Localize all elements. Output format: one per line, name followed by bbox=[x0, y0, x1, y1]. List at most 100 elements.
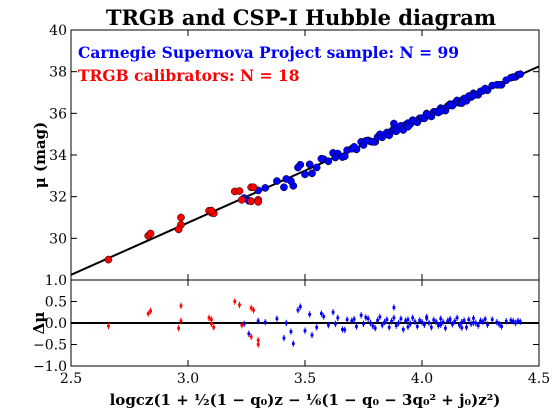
csp-residual-point bbox=[394, 324, 398, 327]
trgb-residual-point bbox=[177, 326, 181, 330]
residual-y-tick-label: 1.0 bbox=[45, 273, 67, 289]
residual-y-tick-label: 0.5 bbox=[45, 295, 67, 311]
x-tick-label: 4.0 bbox=[411, 371, 433, 387]
csp-residual-point bbox=[429, 325, 433, 329]
csp-residual-point bbox=[341, 328, 344, 331]
main-y-tick-label: 38 bbox=[49, 65, 67, 81]
trgb-point bbox=[207, 206, 216, 215]
csp-residual-point bbox=[334, 322, 337, 326]
main-y-tick-label: 34 bbox=[49, 148, 67, 164]
csp-residual-point bbox=[448, 318, 452, 322]
csp-residual-point bbox=[455, 316, 459, 320]
csp-point bbox=[312, 163, 321, 172]
csp-residual-point bbox=[336, 316, 340, 320]
csp-residual-point bbox=[476, 324, 480, 327]
csp-residual-point bbox=[263, 320, 267, 324]
csp-residual-point bbox=[415, 325, 419, 328]
csp-residual-point bbox=[399, 317, 403, 321]
trgb-point bbox=[247, 197, 256, 206]
main-y-tick-label: 40 bbox=[49, 23, 67, 39]
csp-residual-point bbox=[425, 316, 429, 320]
csp-residual-point bbox=[371, 324, 375, 328]
csp-point bbox=[422, 110, 431, 119]
csp-residual-point bbox=[427, 321, 431, 325]
csp-residual-point bbox=[322, 315, 326, 318]
csp-point bbox=[280, 183, 288, 192]
csp-point bbox=[324, 157, 333, 166]
csp-residual-point bbox=[364, 316, 368, 319]
residual-panel: −1.0 −0.5 0.0 0.5 1.0 bbox=[33, 273, 540, 375]
trgb-residual-point bbox=[149, 309, 152, 313]
csp-residual-point bbox=[486, 323, 489, 327]
csp-residual-point bbox=[315, 325, 319, 329]
csp-residual-point bbox=[319, 312, 323, 315]
csp-residual-point bbox=[446, 319, 450, 323]
csp-point bbox=[404, 122, 412, 131]
x-tick-label: 2.5 bbox=[60, 371, 82, 387]
csp-point bbox=[350, 143, 358, 151]
csp-residual-point bbox=[432, 318, 436, 322]
csp-residual-point bbox=[511, 319, 515, 323]
x-tick-label: 3.5 bbox=[294, 371, 316, 387]
x-tick-label: 3.0 bbox=[177, 371, 199, 387]
csp-residual-point bbox=[516, 319, 520, 323]
main-y-axis-label: μ (mag) bbox=[31, 122, 49, 188]
trgb-residual-point bbox=[249, 335, 253, 339]
csp-residual-point bbox=[479, 319, 482, 323]
csp-residual-point bbox=[303, 329, 307, 333]
trgb-residual-point bbox=[256, 343, 260, 346]
trgb-residual-point bbox=[179, 304, 183, 308]
residual-y-tick-label: −0.5 bbox=[33, 338, 67, 354]
trgb-residual-point bbox=[207, 316, 211, 320]
csp-residual-point bbox=[331, 310, 335, 314]
csp-residual-point bbox=[481, 320, 485, 324]
csp-point bbox=[446, 100, 454, 109]
csp-residual-point bbox=[465, 325, 468, 329]
csp-residual-point bbox=[422, 323, 426, 327]
csp-point bbox=[305, 160, 314, 169]
trgb-residual-point bbox=[249, 306, 253, 310]
csp-residual-point bbox=[472, 321, 475, 324]
csp-point bbox=[481, 84, 490, 93]
trgb-residual-point bbox=[252, 308, 255, 312]
csp-residual-point bbox=[355, 325, 358, 328]
csp-residual-point bbox=[441, 320, 445, 324]
csp-residual-point bbox=[392, 306, 396, 309]
csp-residual-point bbox=[462, 319, 466, 322]
trgb-residual-point bbox=[240, 323, 244, 327]
trgb-point bbox=[235, 187, 244, 195]
csp-residual-point bbox=[406, 325, 410, 329]
csp-point bbox=[287, 177, 295, 185]
csp-residual-point bbox=[401, 328, 405, 331]
csp-point bbox=[317, 154, 326, 163]
csp-residual-point bbox=[345, 318, 349, 321]
csp-residual-point bbox=[474, 321, 478, 325]
residual-y-tick-label: −1.0 bbox=[33, 359, 67, 375]
csp-residual-point bbox=[383, 320, 386, 324]
csp-residual-point bbox=[308, 313, 312, 316]
csp-residual-point bbox=[500, 325, 503, 328]
csp-point bbox=[308, 169, 316, 178]
csp-point bbox=[495, 80, 504, 89]
csp-residual-point bbox=[376, 319, 379, 322]
csp-residual-point bbox=[453, 319, 457, 323]
csp-residual-point bbox=[439, 323, 443, 327]
csp-residual-point bbox=[469, 322, 473, 326]
csp-residual-point bbox=[359, 313, 363, 317]
csp-residual-point bbox=[434, 320, 438, 324]
trgb-point bbox=[104, 255, 113, 264]
main-y-tick-label: 32 bbox=[49, 190, 67, 206]
trgb-residual-point bbox=[238, 303, 241, 307]
csp-residual-point bbox=[460, 320, 464, 324]
csp-residual-point bbox=[483, 317, 487, 321]
csp-residual-point bbox=[397, 321, 400, 325]
csp-residual-point bbox=[451, 322, 454, 326]
csp-point bbox=[273, 177, 281, 185]
csp-residual-point bbox=[350, 319, 354, 323]
csp-residual-point bbox=[497, 322, 501, 326]
csp-residual-point bbox=[242, 322, 246, 326]
trgb-residual-point bbox=[210, 322, 213, 326]
csp-residual-point bbox=[289, 330, 293, 333]
csp-residual-point bbox=[296, 308, 300, 312]
csp-residual-point bbox=[366, 317, 370, 321]
